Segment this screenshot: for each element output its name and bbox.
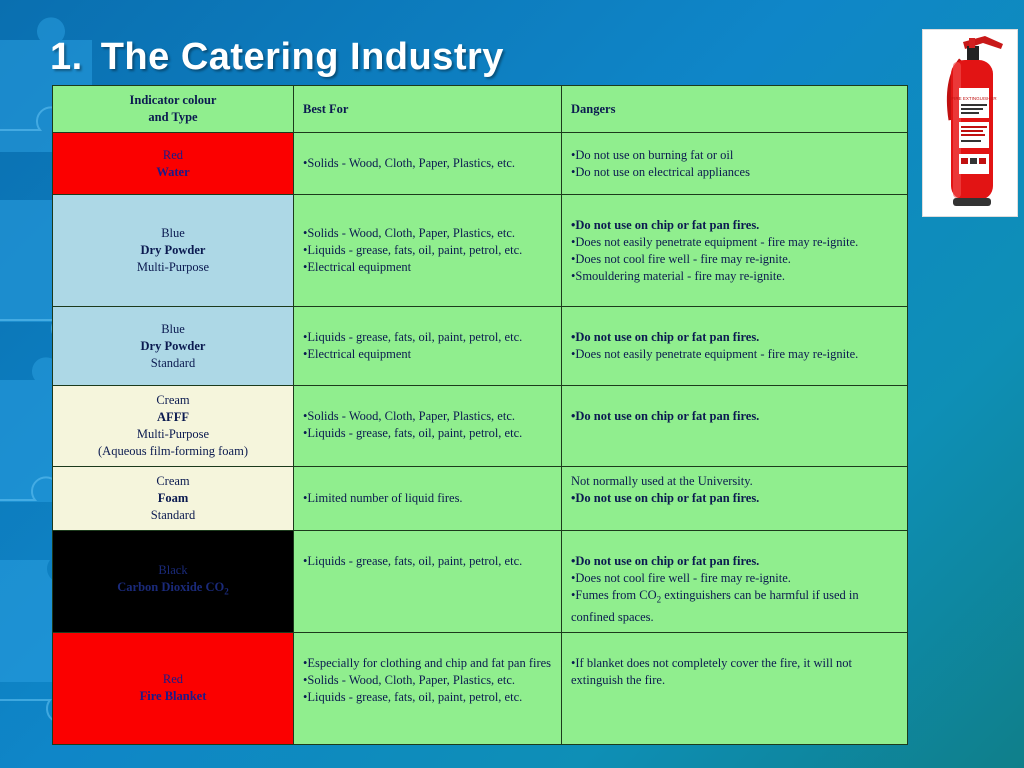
danger-item: •Do not use on electrical appliances bbox=[571, 164, 750, 179]
header-dangers: Dangers bbox=[561, 85, 908, 133]
type-cell-red-fire-blanket: Red Fire Blanket bbox=[52, 631, 294, 745]
danger-text: extinguishers can be harmful if used in … bbox=[571, 588, 859, 624]
type-color: Blue bbox=[161, 321, 185, 336]
best-for-cell: •Solids - Wood, Cloth, Paper, Plastics, … bbox=[293, 132, 562, 195]
type-cell-blue-dry-powder-multi: Blue Dry Powder Multi-Purpose bbox=[52, 194, 294, 307]
danger-item: •Does not easily penetrate equipment - f… bbox=[571, 347, 859, 361]
best-for-cell: •Especially for clothing and chip and fa… bbox=[293, 631, 562, 745]
dangers-cell: •Do not use on chip or fat pan fires. bbox=[561, 385, 908, 467]
type-cell-cream-afff: Cream AFFF Multi-Purpose (Aqueous film-f… bbox=[52, 385, 294, 467]
table-row: Blue Dry Powder Multi-Purpose •Solids - … bbox=[52, 194, 908, 307]
type-color: Cream bbox=[156, 393, 190, 407]
type-variant: Multi-Purpose bbox=[136, 260, 210, 274]
type-cell-black-co2: Black Carbon Dioxide CO2 bbox=[52, 530, 294, 633]
danger-item: •Does not cool fire well - fire may re-i… bbox=[571, 251, 791, 266]
danger-item: •Does not cool fire well - fire may re-i… bbox=[571, 571, 791, 585]
fire-extinguisher-image: FIRE EXTINGUISHER bbox=[922, 29, 1018, 217]
type-name: Foam bbox=[157, 491, 189, 505]
type-description: (Aqueous film-forming foam) bbox=[98, 444, 248, 458]
best-item: •Solids - Wood, Cloth, Paper, Plastics, … bbox=[303, 672, 516, 687]
type-cell-red-water: Red Water bbox=[52, 132, 294, 195]
table-row: Cream AFFF Multi-Purpose (Aqueous film-f… bbox=[52, 385, 908, 467]
best-item: •Liquids - grease, fats, oil, paint, pet… bbox=[303, 689, 523, 704]
type-name: AFFF bbox=[157, 410, 189, 424]
best-item: •Solids - Wood, Cloth, Paper, Plastics, … bbox=[303, 226, 516, 240]
best-item: •Electrical equipment bbox=[303, 347, 412, 361]
best-item: •Liquids - grease, fats, oil, paint, pet… bbox=[303, 243, 523, 257]
type-name: Water bbox=[156, 164, 190, 179]
best-item: •Especially for clothing and chip and fa… bbox=[303, 655, 552, 670]
type-name-text: Carbon Dioxide CO bbox=[117, 580, 225, 594]
best-item: •Solids - Wood, Cloth, Paper, Plastics, … bbox=[303, 409, 516, 423]
table-row: Blue Dry Powder Standard •Liquids - grea… bbox=[52, 306, 908, 386]
type-color: Blue bbox=[161, 226, 185, 240]
danger-item: •Does not easily penetrate equipment - f… bbox=[571, 234, 859, 249]
type-cell-cream-foam: Cream Foam Standard bbox=[52, 466, 294, 531]
danger-item: •Do not use on chip or fat pan fires. bbox=[571, 409, 760, 423]
subscript-2: 2 bbox=[224, 586, 229, 597]
extinguisher-table: Indicator colour and Type Best For Dange… bbox=[52, 85, 908, 745]
best-for-cell: •Solids - Wood, Cloth, Paper, Plastics, … bbox=[293, 385, 562, 467]
danger-item: •Smouldering material - fire may re-igni… bbox=[571, 268, 786, 283]
danger-item: •If blanket does not completely cover th… bbox=[571, 655, 853, 687]
table-row: Black Carbon Dioxide CO2 •Liquids - grea… bbox=[52, 530, 908, 633]
fire-extinguisher-icon: FIRE EXTINGUISHER bbox=[946, 36, 1003, 206]
dangers-cell: •Do not use on burning fat or oil •Do no… bbox=[561, 132, 908, 195]
dangers-cell: •Do not use on chip or fat pan fires. •D… bbox=[561, 306, 908, 386]
best-item: •Solids - Wood, Cloth, Paper, Plastics, … bbox=[303, 156, 516, 170]
best-for-cell: •Solids - Wood, Cloth, Paper, Plastics, … bbox=[293, 194, 562, 307]
type-name: Dry Powder bbox=[140, 338, 206, 353]
best-item: •Limited number of liquid fires. bbox=[303, 491, 463, 505]
table-row: Cream Foam Standard •Limited number of l… bbox=[52, 466, 908, 531]
dangers-cell: •If blanket does not completely cover th… bbox=[561, 631, 908, 745]
dangers-cell: •Do not use on chip or fat pan fires. •D… bbox=[561, 530, 908, 633]
dangers-cell: Not normally used at the University. •Do… bbox=[561, 466, 908, 531]
subscript-2: 2 bbox=[656, 594, 662, 605]
table-row: Red Water •Solids - Wood, Cloth, Paper, … bbox=[52, 132, 908, 195]
danger-item: •Fumes from CO2 extinguishers can be har… bbox=[571, 587, 898, 626]
type-variant: Standard bbox=[150, 355, 196, 370]
danger-item: •Do not use on chip or fat pan fires. bbox=[571, 217, 760, 232]
slide-title: 1. The Catering Industry bbox=[50, 36, 504, 79]
table-row: Red Fire Blanket •Especially for clothin… bbox=[52, 631, 908, 745]
extinguisher-label: FIRE EXTINGUISHER bbox=[951, 96, 997, 101]
header-indicator: Indicator colour and Type bbox=[52, 85, 294, 133]
type-name: Carbon Dioxide CO2 bbox=[62, 579, 284, 601]
type-variant: Multi-Purpose bbox=[136, 427, 210, 441]
best-for-cell: •Limited number of liquid fires. bbox=[293, 466, 562, 531]
danger-item: •Do not use on chip or fat pan fires. bbox=[571, 554, 760, 568]
type-variant: Standard bbox=[150, 508, 196, 522]
best-for-cell: •Liquids - grease, fats, oil, paint, pet… bbox=[293, 530, 562, 633]
best-item: •Electrical equipment bbox=[303, 260, 412, 274]
header-best-for: Best For bbox=[293, 85, 562, 133]
type-name: Fire Blanket bbox=[139, 689, 207, 703]
type-name: Dry Powder bbox=[140, 243, 206, 257]
danger-item: Not normally used at the University. bbox=[571, 474, 753, 488]
dangers-cell: •Do not use on chip or fat pan fires. •D… bbox=[561, 194, 908, 307]
danger-item: •Do not use on burning fat or oil bbox=[571, 147, 734, 162]
best-item: •Liquids - grease, fats, oil, paint, pet… bbox=[303, 554, 523, 568]
type-color: Red bbox=[162, 147, 184, 162]
type-color: Red bbox=[162, 672, 184, 686]
best-item: •Liquids - grease, fats, oil, paint, pet… bbox=[303, 426, 523, 440]
danger-item: •Do not use on chip or fat pan fires. bbox=[571, 330, 760, 344]
table-header-row: Indicator colour and Type Best For Dange… bbox=[52, 85, 908, 133]
title-text: The Catering Industry bbox=[100, 36, 504, 78]
type-color: Black bbox=[158, 563, 188, 577]
best-item: •Liquids - grease, fats, oil, paint, pet… bbox=[303, 330, 523, 344]
type-color: Cream bbox=[156, 474, 190, 488]
header-line-1: Indicator colour bbox=[129, 93, 217, 107]
header-line-2: and Type bbox=[148, 110, 198, 124]
type-cell-blue-dry-powder-standard: Blue Dry Powder Standard bbox=[52, 306, 294, 386]
danger-text: •Fumes from CO bbox=[571, 588, 657, 602]
danger-item: •Do not use on chip or fat pan fires. bbox=[571, 491, 760, 505]
best-for-cell: •Liquids - grease, fats, oil, paint, pet… bbox=[293, 306, 562, 386]
title-number: 1. bbox=[50, 36, 83, 78]
